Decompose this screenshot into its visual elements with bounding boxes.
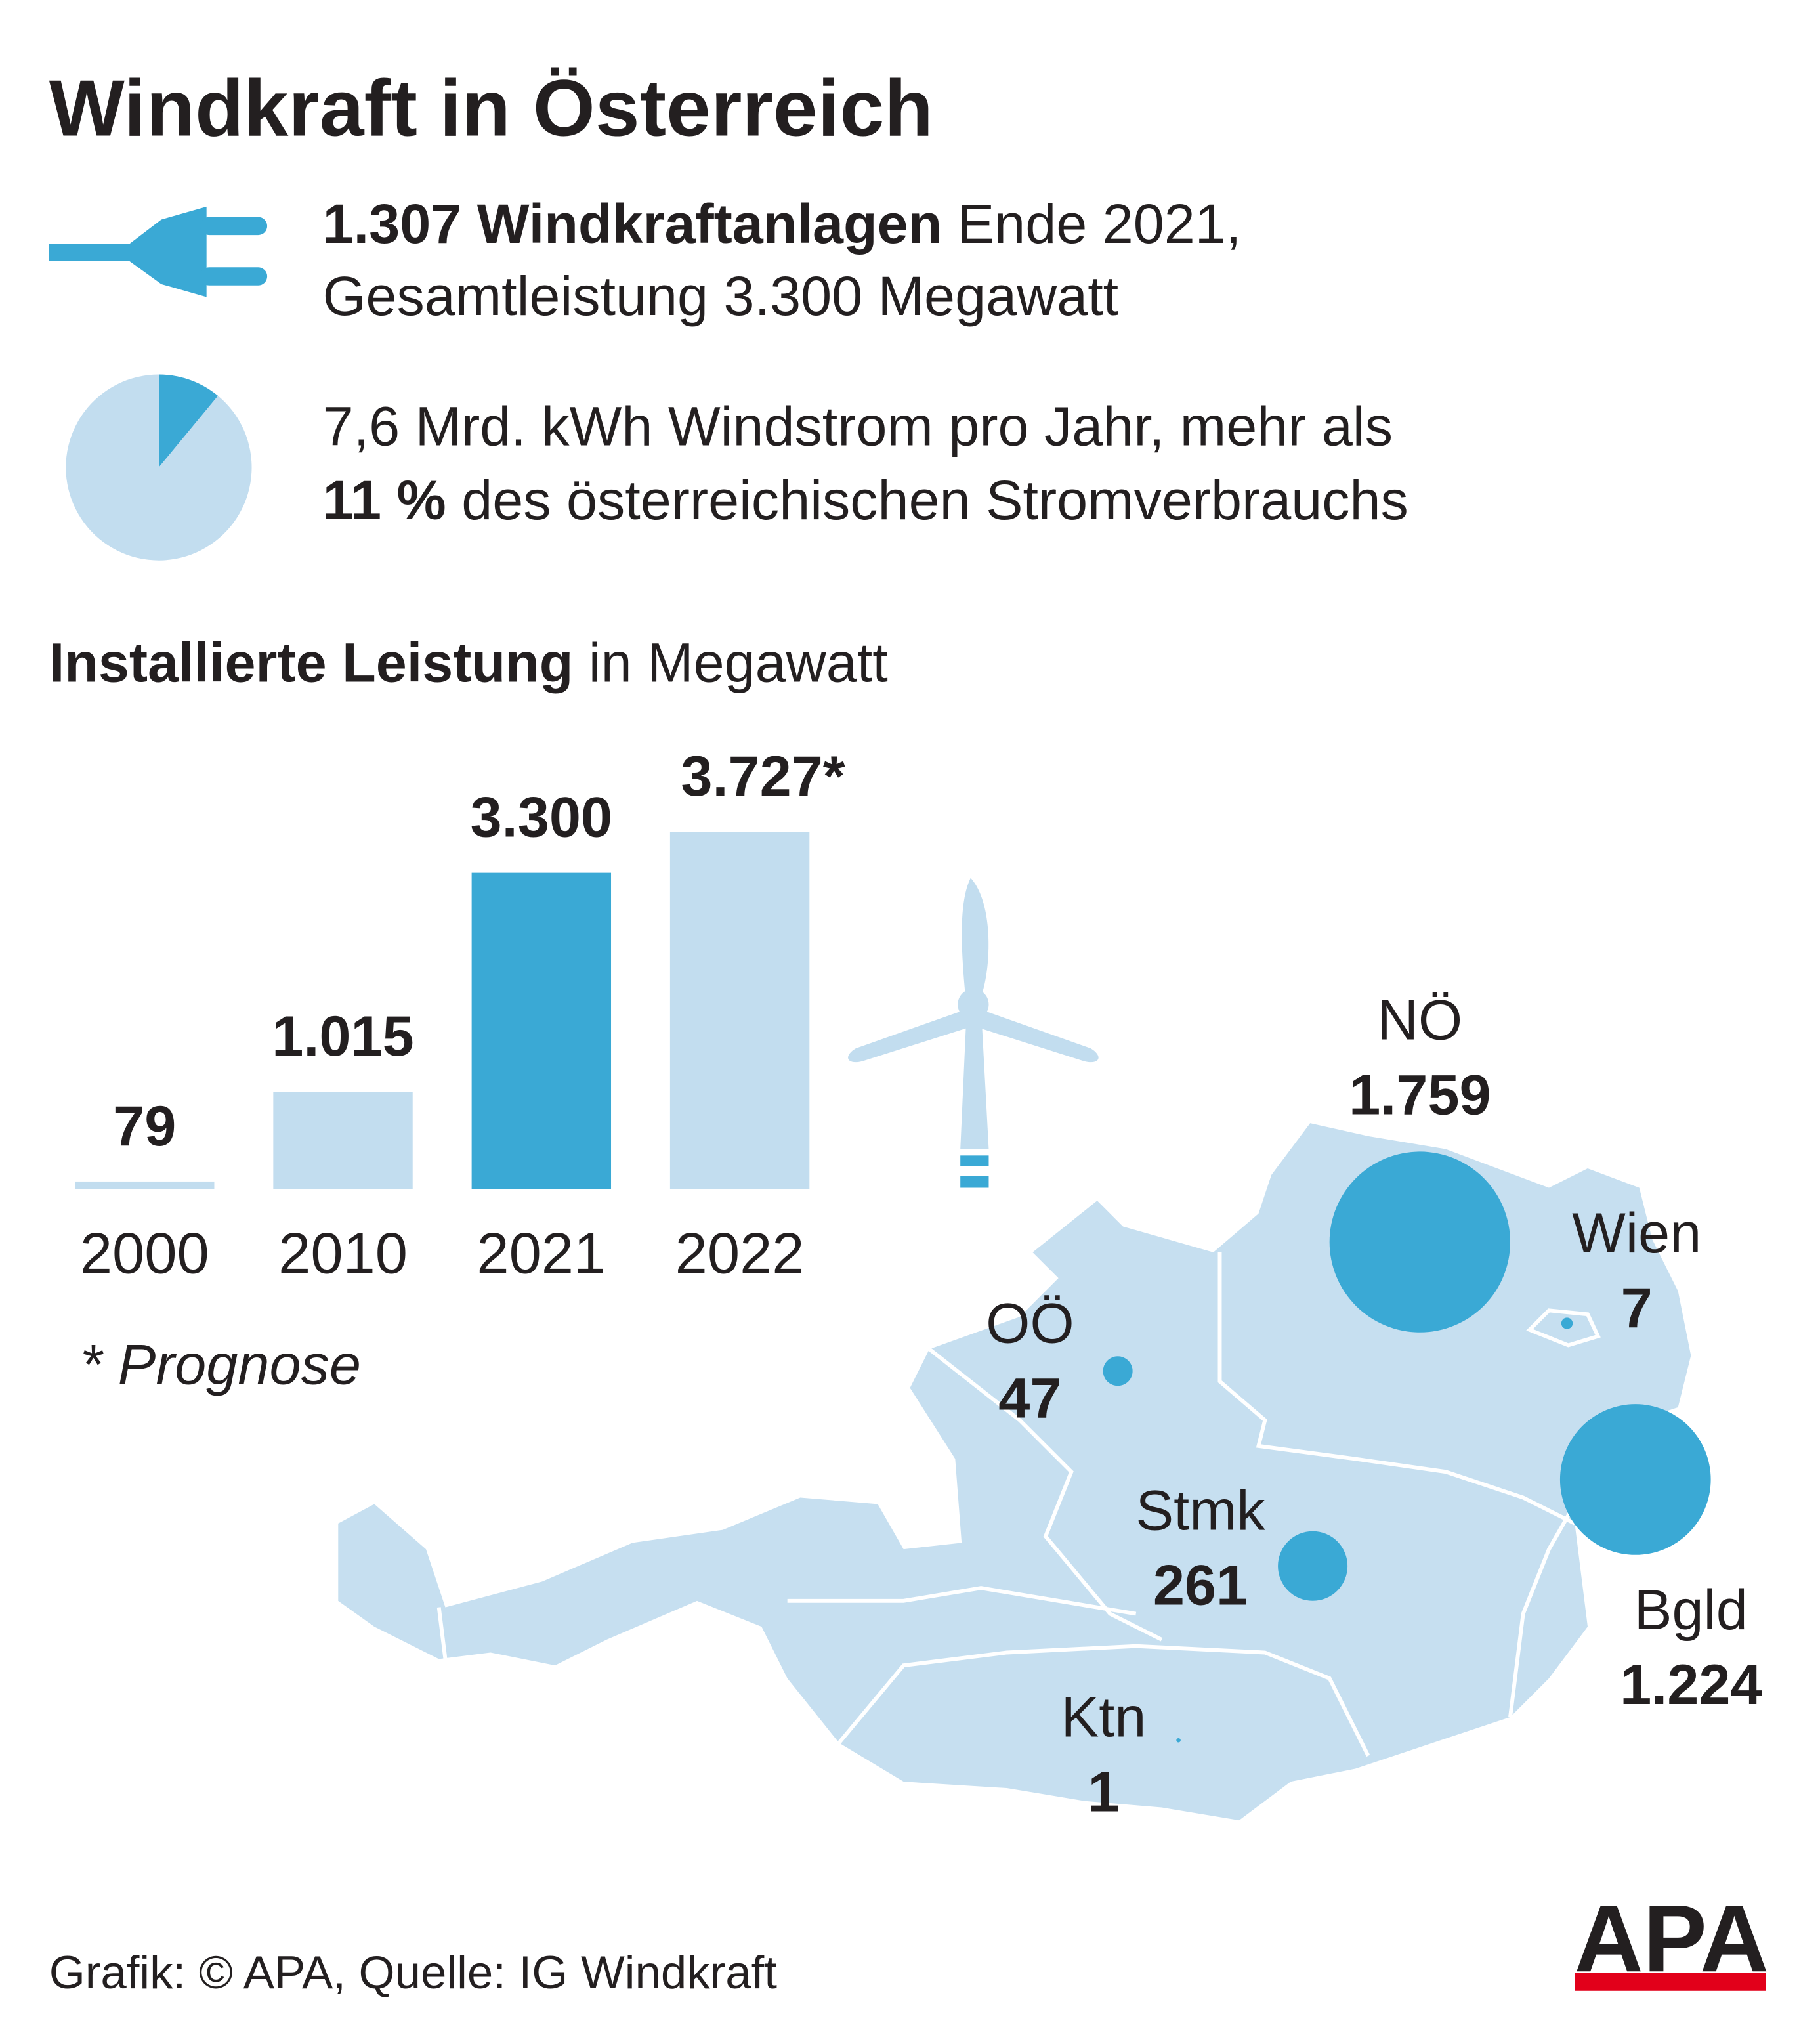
region-label: Bgld	[1634, 1579, 1748, 1642]
bar	[669, 832, 810, 1189]
value-label: 261	[1153, 1554, 1248, 1617]
pie-slice	[66, 374, 252, 561]
region-label: Stmk	[1135, 1480, 1265, 1543]
fact-bold: 1.307 Windkraftanlagen	[323, 192, 942, 255]
note: * Prognose	[80, 1333, 361, 1396]
wind-turbine-icon	[848, 878, 1099, 1188]
bubble	[1561, 1317, 1573, 1329]
value-label: 3.727*	[681, 745, 845, 808]
value-label: 1	[1088, 1760, 1119, 1824]
bar	[471, 872, 612, 1189]
fact-text: des österreichischen Stromverbrauchs	[446, 469, 1408, 531]
bubble	[1176, 1738, 1181, 1743]
bubble-map: NÖ 1.759 Wien 7 OÖ 47 Stmk 261 Bgld 1.224 Ktn 1	[986, 989, 1762, 1824]
subtitle: in Megawatt	[573, 631, 887, 694]
x-tick-label: 2010	[278, 1220, 408, 1285]
value-label: 47	[998, 1367, 1061, 1430]
logo-bar	[1575, 1973, 1766, 1991]
plug-icon	[49, 206, 268, 297]
region-label: OÖ	[986, 1292, 1074, 1355]
bar-chart: 79 2000 1.015 2010 3.300 2021 3.727* 2022	[75, 745, 845, 1285]
fact-bold: 11 %	[323, 469, 446, 531]
fact-2-line-2: 11 % des österreichischen Stromverbrauch…	[323, 469, 1408, 531]
bar	[273, 1092, 413, 1189]
bar	[75, 1181, 215, 1189]
x-tick-label: 2022	[675, 1220, 805, 1285]
value-label: 3.300	[471, 786, 613, 849]
value-label: 1.759	[1349, 1063, 1491, 1126]
value-label: 79	[113, 1095, 176, 1158]
title-bold: Installierte Leistung	[49, 631, 574, 694]
value-label: 1.224	[1620, 1654, 1762, 1717]
region-label: Wien	[1572, 1202, 1701, 1265]
source: Grafik: © APA, Quelle: IG Windkraft	[49, 1947, 778, 1999]
region-label: Ktn	[1061, 1686, 1147, 1749]
fact-1-line-2: Gesamtleistung 3.300 Megawatt	[323, 265, 1119, 327]
region-label: NÖ	[1377, 989, 1462, 1052]
bubble	[1559, 1404, 1711, 1555]
fact-2-line-1: 7,6 Mrd. kWh Windstrom pro Jahr, mehr al…	[323, 395, 1393, 458]
pie-slice	[158, 374, 219, 468]
fact-1-line-1: 1.307 Windkraftanlagen Ende 2021,	[323, 192, 1242, 255]
title: Windkraft in Österreich	[49, 64, 933, 153]
bubble	[1329, 1151, 1510, 1333]
bar-chart-title: Installierte Leistung in Megawatt	[49, 631, 888, 694]
fact-text: Ende 2021,	[942, 192, 1241, 255]
x-tick-label: 2021	[476, 1220, 606, 1285]
bubble	[1103, 1356, 1133, 1386]
value-label: 7	[1621, 1277, 1653, 1340]
x-tick-label: 2000	[80, 1220, 209, 1285]
bubble	[1278, 1531, 1348, 1601]
value-label: 1.015	[272, 1005, 414, 1068]
pie	[66, 374, 252, 561]
